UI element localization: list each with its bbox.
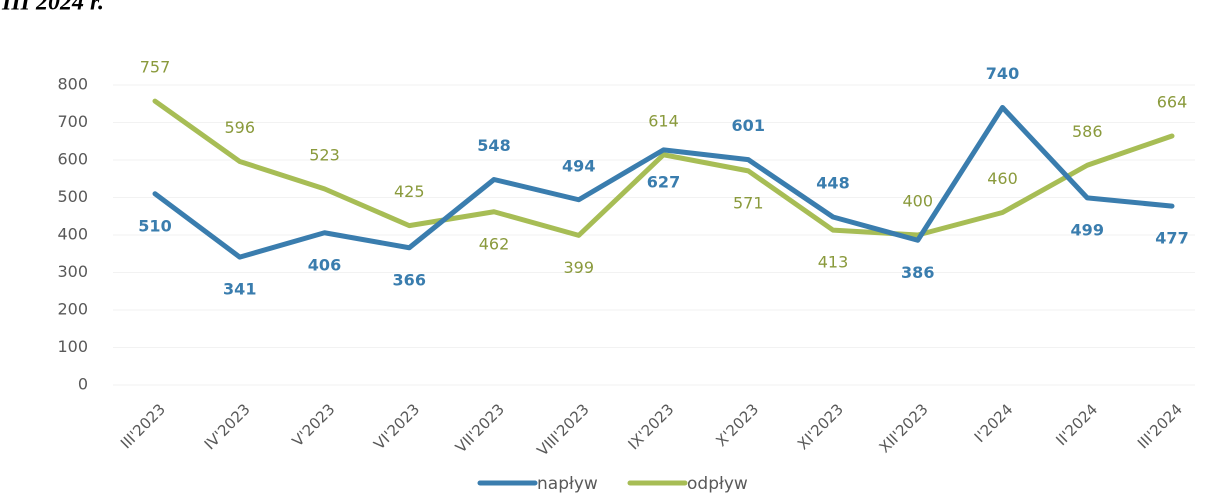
legend-label: napływ — [537, 474, 598, 494]
data-label: 462 — [479, 234, 510, 253]
y-tick-label: 400 — [57, 225, 88, 244]
data-label: 548 — [477, 136, 510, 155]
x-tick-label: XI'2023 — [794, 400, 847, 453]
data-label: 664 — [1157, 93, 1188, 112]
data-label: 523 — [309, 145, 340, 164]
y-tick-label: 600 — [57, 150, 88, 169]
data-label: 448 — [816, 174, 849, 193]
data-label: 425 — [394, 182, 425, 201]
x-tick-label: I'2024 — [971, 400, 1017, 446]
data-label: 406 — [308, 255, 341, 274]
x-tick-label: VIII'2023 — [533, 400, 592, 459]
y-tick-label: 100 — [57, 337, 88, 356]
data-label: 400 — [902, 192, 933, 211]
data-label: 510 — [138, 216, 171, 235]
data-label: 399 — [563, 258, 594, 277]
series-line — [152, 98, 1175, 238]
data-label: 341 — [223, 280, 256, 299]
x-tick-label: III'2024 — [1134, 400, 1186, 452]
x-tick-label: X'2023 — [712, 400, 762, 450]
x-tick-label: II'2024 — [1052, 400, 1101, 449]
y-tick-label: 300 — [57, 262, 88, 281]
data-label: 413 — [818, 253, 849, 272]
data-label: 614 — [648, 111, 679, 130]
y-tick-label: 200 — [57, 300, 88, 319]
y-tick-label: 700 — [57, 112, 88, 131]
x-tick-label: IV'2023 — [201, 400, 254, 453]
y-tick-label: 500 — [57, 187, 88, 206]
data-label: 596 — [224, 118, 255, 137]
series-line — [152, 105, 1175, 260]
data-label: 460 — [987, 169, 1018, 188]
x-tick-label: III'2023 — [117, 400, 169, 452]
chart-title: III 2024 r. — [1, 0, 104, 16]
y-tick-label: 0 — [78, 375, 88, 394]
data-label: 586 — [1072, 122, 1103, 141]
data-label: 477 — [1155, 229, 1188, 248]
legend-label: odpływ — [687, 474, 748, 494]
data-label: 366 — [393, 270, 426, 289]
data-label: 386 — [901, 263, 934, 282]
data-label: 601 — [732, 116, 765, 135]
data-label: 627 — [647, 172, 680, 191]
data-label: 494 — [562, 156, 595, 175]
x-tick-label: IX'2023 — [624, 400, 677, 453]
data-label: 499 — [1071, 220, 1104, 239]
y-tick-label: 800 — [57, 75, 88, 94]
x-tick-label: XII'2023 — [876, 400, 932, 456]
data-label: 571 — [733, 193, 764, 212]
x-tick-label: V'2023 — [289, 400, 339, 450]
x-tick-label: VI'2023 — [370, 400, 423, 453]
data-label: 740 — [986, 64, 1019, 83]
x-tick-label: VII'2023 — [452, 400, 508, 456]
data-label: 757 — [140, 58, 171, 77]
